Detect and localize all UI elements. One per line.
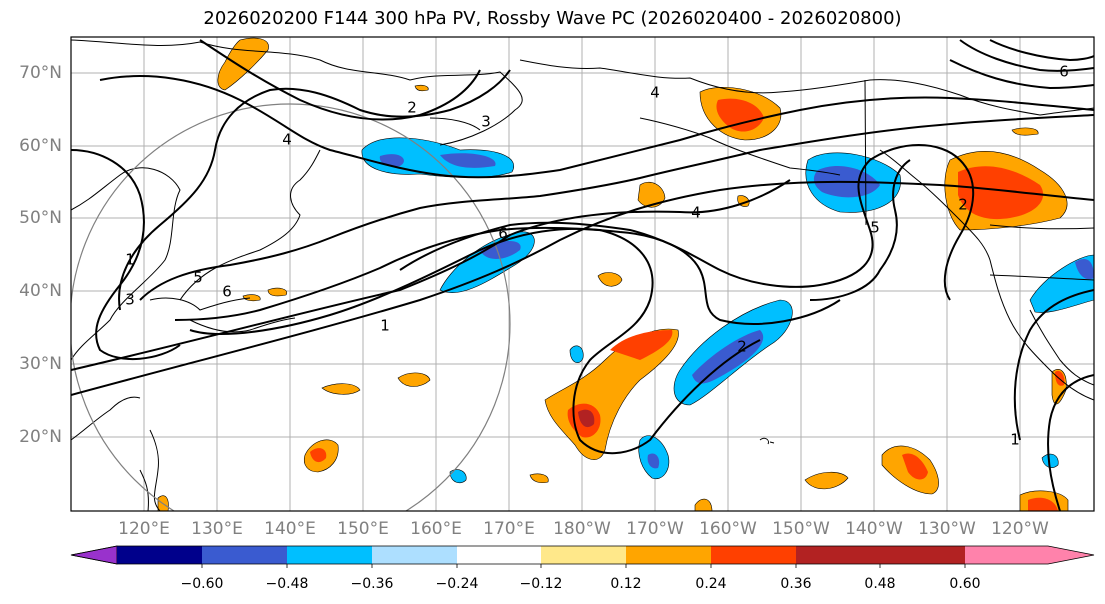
colorbar-tick: 0.60 bbox=[949, 576, 980, 592]
coastlines bbox=[71, 39, 1094, 511]
colorbar-segment bbox=[626, 546, 711, 564]
colorbar-segment bbox=[965, 546, 1048, 564]
lat-label: 70°N bbox=[19, 63, 62, 83]
colorbar-max-arrow bbox=[1048, 546, 1094, 564]
lon-label: 140°W bbox=[845, 519, 903, 539]
lon-label: 180°W bbox=[553, 519, 611, 539]
colorbar-tick: −0.48 bbox=[266, 576, 309, 592]
colorbar-tick: 0.48 bbox=[864, 576, 895, 592]
lat-label: 40°N bbox=[19, 281, 62, 301]
colorbar-tick: 0.12 bbox=[610, 576, 641, 592]
colorbar-segment bbox=[372, 546, 457, 564]
colorbar-tick: −0.24 bbox=[436, 576, 479, 592]
lat-label: 20°N bbox=[19, 427, 62, 447]
colorbar-tick: −0.60 bbox=[181, 576, 224, 592]
contour-label: 2 bbox=[407, 99, 417, 117]
colorbar: −0.60 −0.48 −0.36 −0.24 −0.12 0.12 0.24 … bbox=[70, 545, 1095, 592]
contour-label: 2 bbox=[958, 196, 968, 214]
map-content: 1 2 3 4 6 6 5 1 4 2 5 1 6 4 3 2 bbox=[71, 37, 1094, 511]
contour-label: 5 bbox=[193, 269, 203, 287]
lat-label: 60°N bbox=[19, 136, 62, 156]
lon-label: 170°E bbox=[483, 519, 535, 539]
figure-title: 2026020200 F144 300 hPa PV, Rossby Wave … bbox=[203, 8, 902, 29]
lon-label: 150°E bbox=[337, 519, 389, 539]
contour-label: 4 bbox=[650, 84, 660, 102]
contour-label: 6 bbox=[1059, 63, 1069, 81]
lon-label: 160°W bbox=[699, 519, 757, 539]
colorbar-tick: −0.36 bbox=[351, 576, 394, 592]
lon-label: 130°W bbox=[918, 519, 976, 539]
map-border bbox=[70, 36, 1095, 512]
lon-label: 130°E bbox=[191, 519, 243, 539]
colorbar-segment bbox=[541, 546, 626, 564]
lon-label: 150°W bbox=[772, 519, 830, 539]
colorbar-segment bbox=[202, 546, 287, 564]
lon-label: 140°E bbox=[264, 519, 316, 539]
colorbar-segment bbox=[457, 546, 541, 564]
colorbar-outline bbox=[70, 545, 1095, 565]
colorbar-segment bbox=[711, 546, 796, 564]
contour-label: 4 bbox=[282, 131, 292, 149]
contour-label: 3 bbox=[125, 291, 135, 309]
contour-label: 6 bbox=[222, 283, 232, 301]
pv-contours bbox=[71, 39, 1094, 511]
contour-label: 4 bbox=[691, 204, 701, 222]
colorbar-min-arrow bbox=[70, 545, 118, 565]
contour-label: 5 bbox=[870, 219, 880, 237]
contour-label: 1 bbox=[380, 317, 390, 335]
colorbar-segment bbox=[796, 546, 880, 564]
lat-label: 30°N bbox=[19, 354, 62, 374]
colorbar-segment bbox=[880, 546, 965, 564]
lon-label: 120°E bbox=[118, 519, 170, 539]
contour-label: 1 bbox=[1010, 431, 1020, 449]
region-circle bbox=[71, 103, 511, 511]
lon-label: 170°W bbox=[626, 519, 684, 539]
contour-label: 2 bbox=[737, 338, 747, 356]
colorbar-segment bbox=[287, 546, 372, 564]
colorbar-tick: 0.24 bbox=[695, 576, 726, 592]
positive-anomalies bbox=[157, 37, 1069, 511]
colorbar-tick: −0.12 bbox=[520, 576, 563, 592]
colorbar-tick: 0.36 bbox=[780, 576, 811, 592]
lon-label: 120°W bbox=[991, 519, 1049, 539]
contour-label: 6 bbox=[498, 225, 508, 243]
contour-label: 1 bbox=[125, 251, 135, 269]
lat-label: 50°N bbox=[19, 208, 62, 228]
colorbar-segment bbox=[117, 546, 202, 564]
contour-label: 3 bbox=[481, 113, 491, 131]
lon-label: 160°E bbox=[410, 519, 462, 539]
